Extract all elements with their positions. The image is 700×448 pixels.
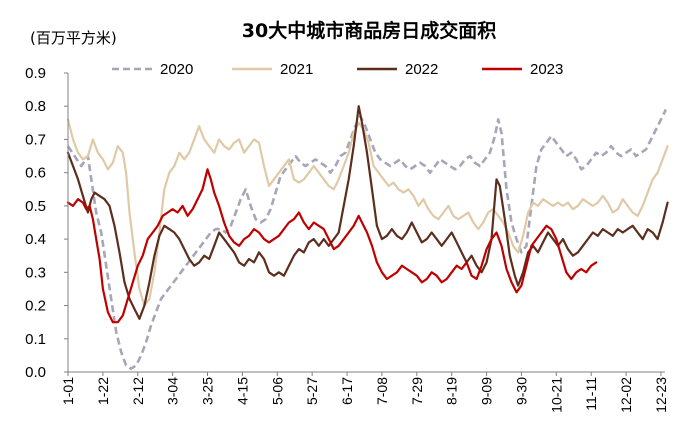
series-line-2020 (66, 108, 668, 370)
legend-label-2020: 2020 (160, 61, 193, 78)
legend-label-2021: 2021 (280, 61, 313, 78)
x-axis-ticks: 1-01 1-22 2-12 3-04 3-25 4-15 5-06 5-27 6-17 7-08… (60, 372, 669, 413)
x-tick-label: 4-15 (234, 377, 250, 405)
y-tick-label: 0.4 (25, 231, 46, 248)
x-tick-label: 5-06 (269, 377, 285, 405)
x-tick-label: 12-02 (618, 377, 634, 413)
legend: 2020 2021 2022 2023 (112, 61, 563, 78)
x-tick-label: 1-22 (95, 377, 111, 405)
y-tick-label: 0.3 (25, 264, 46, 281)
y-tick-label: 0.1 (25, 331, 46, 348)
x-tick-label: 5-27 (304, 377, 320, 405)
x-tick-label: 7-08 (374, 377, 390, 405)
y-axis-ticks: 0.0 0.1 0.2 0.3 0.4 0.5 0.6 0.7 0.8 0.9 (25, 65, 68, 381)
y-tick-label: 0.9 (25, 65, 46, 82)
x-tick-label: 7-29 (409, 377, 425, 405)
x-tick-label: 3-25 (200, 377, 216, 405)
y-tick-label: 0.7 (25, 131, 46, 148)
x-tick-label: 1-01 (60, 377, 76, 405)
x-tick-label: 6-17 (339, 377, 355, 405)
legend-label-2022: 2022 (405, 61, 438, 78)
series-line-2022 (66, 105, 669, 320)
series-line-2021 (66, 118, 669, 307)
x-tick-label: 3-04 (165, 377, 181, 405)
x-tick-label: 8-19 (444, 377, 460, 405)
x-tick-label: 11-11 (583, 377, 599, 411)
series-line-2023 (66, 168, 598, 324)
unit-label: (百万平方米) (30, 29, 117, 47)
y-tick-label: 0.2 (25, 298, 46, 315)
y-tick-label: 0.0 (25, 364, 46, 381)
y-tick-label: 0.5 (25, 198, 46, 215)
chart-title: 30大中城市商品房日成交面积 (242, 19, 496, 42)
x-tick-label: 12-23 (653, 377, 669, 413)
legend-label-2023: 2023 (530, 61, 563, 78)
x-tick-label: 9-09 (479, 377, 495, 405)
series-lines (66, 105, 669, 370)
y-tick-label: 0.6 (25, 165, 46, 182)
y-tick-label: 0.8 (25, 98, 46, 115)
x-tick-label: 10-21 (548, 377, 564, 413)
x-tick-label: 2-12 (130, 377, 146, 405)
x-tick-label: 9-30 (513, 377, 529, 405)
